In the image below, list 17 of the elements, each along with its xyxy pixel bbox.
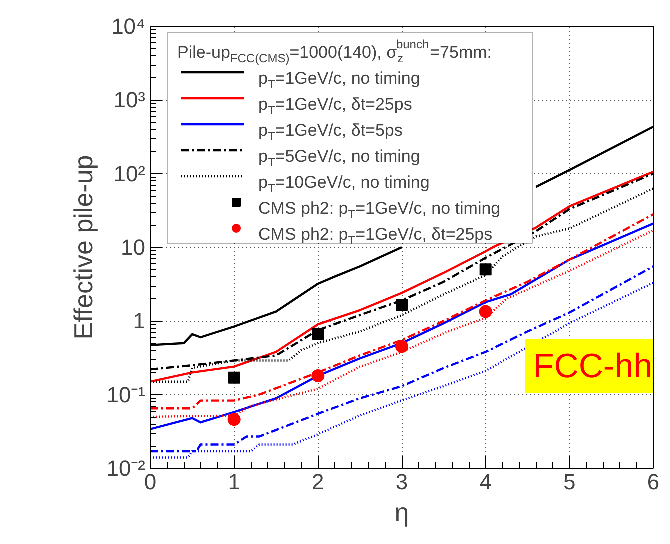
x-tick-label: 3 (396, 470, 408, 494)
x-axis-title: η (394, 498, 410, 528)
x-tick-label: 1 (228, 470, 240, 494)
annotation: FCC-hh (534, 348, 653, 386)
x-tick-label: 4 (480, 470, 492, 494)
y-tick-label: 10 (121, 235, 146, 260)
x-tick-label: 6 (647, 470, 660, 494)
y-tick-label: 10⁻² (106, 456, 146, 481)
y-tick-label: 1 (133, 308, 146, 334)
y-tick-label: 10² (114, 161, 146, 186)
x-tick-label: 0 (144, 470, 157, 494)
y-axis-title: Effective pile-up (68, 155, 99, 340)
x-tick-label: 2 (312, 470, 324, 494)
y-tick-label: 10⁻¹ (106, 382, 146, 408)
y-tick-label: 10⁴ (112, 14, 146, 39)
y-tick-label: 10³ (114, 88, 146, 113)
x-tick-label: 5 (564, 470, 576, 494)
